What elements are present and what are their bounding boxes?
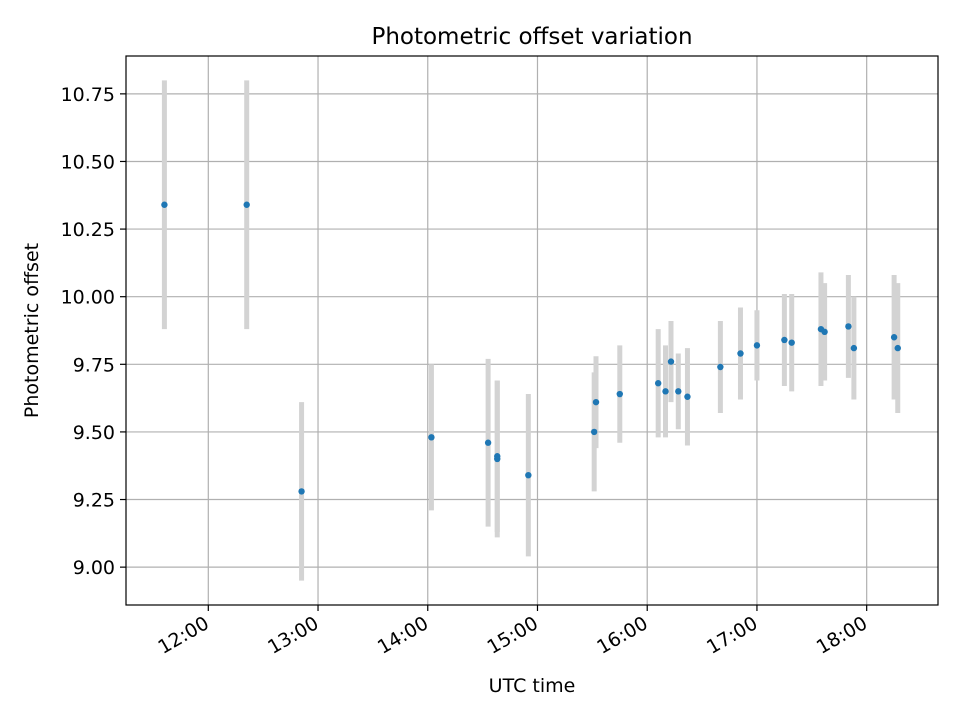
data-point: [484, 439, 492, 446]
y-tick-label: 10.25: [61, 219, 115, 241]
data-point: [753, 342, 761, 349]
data-point: [788, 339, 795, 346]
data-point: [662, 388, 669, 395]
data-point: [821, 328, 828, 336]
data-point: [717, 363, 724, 371]
y-tick-label: 9.75: [73, 354, 115, 376]
data-point: [428, 434, 435, 441]
data-point: [494, 453, 501, 460]
data-point: [845, 323, 852, 330]
plot-frame: [125, 55, 939, 606]
data-point: [675, 388, 682, 395]
x-axis-title: UTC time: [489, 675, 576, 697]
data-point: [590, 428, 598, 436]
data-point: [684, 393, 691, 400]
data-point: [243, 201, 250, 208]
data-point: [667, 358, 675, 365]
y-tick-label: 10.50: [61, 151, 115, 173]
data-point: [654, 380, 662, 387]
data-point: [592, 398, 600, 406]
point-layer: [161, 201, 901, 495]
y-tick-label: 9.00: [73, 557, 115, 579]
data-point: [737, 350, 744, 357]
data-point: [894, 344, 901, 352]
data-point: [781, 336, 788, 344]
y-tick-label: 10.00: [61, 287, 115, 309]
data-point: [850, 344, 858, 352]
y-tick-label: 9.50: [73, 422, 115, 444]
y-tick-label: 9.25: [73, 490, 115, 512]
data-point: [890, 334, 898, 341]
y-tick-label: 10.75: [61, 84, 115, 106]
y-axis-title: Photometric offset: [21, 243, 43, 418]
chart-title: Photometric offset variation: [371, 24, 692, 50]
data-point: [616, 390, 623, 398]
data-point: [161, 201, 168, 208]
data-point: [525, 471, 532, 479]
data-point: [298, 488, 305, 495]
